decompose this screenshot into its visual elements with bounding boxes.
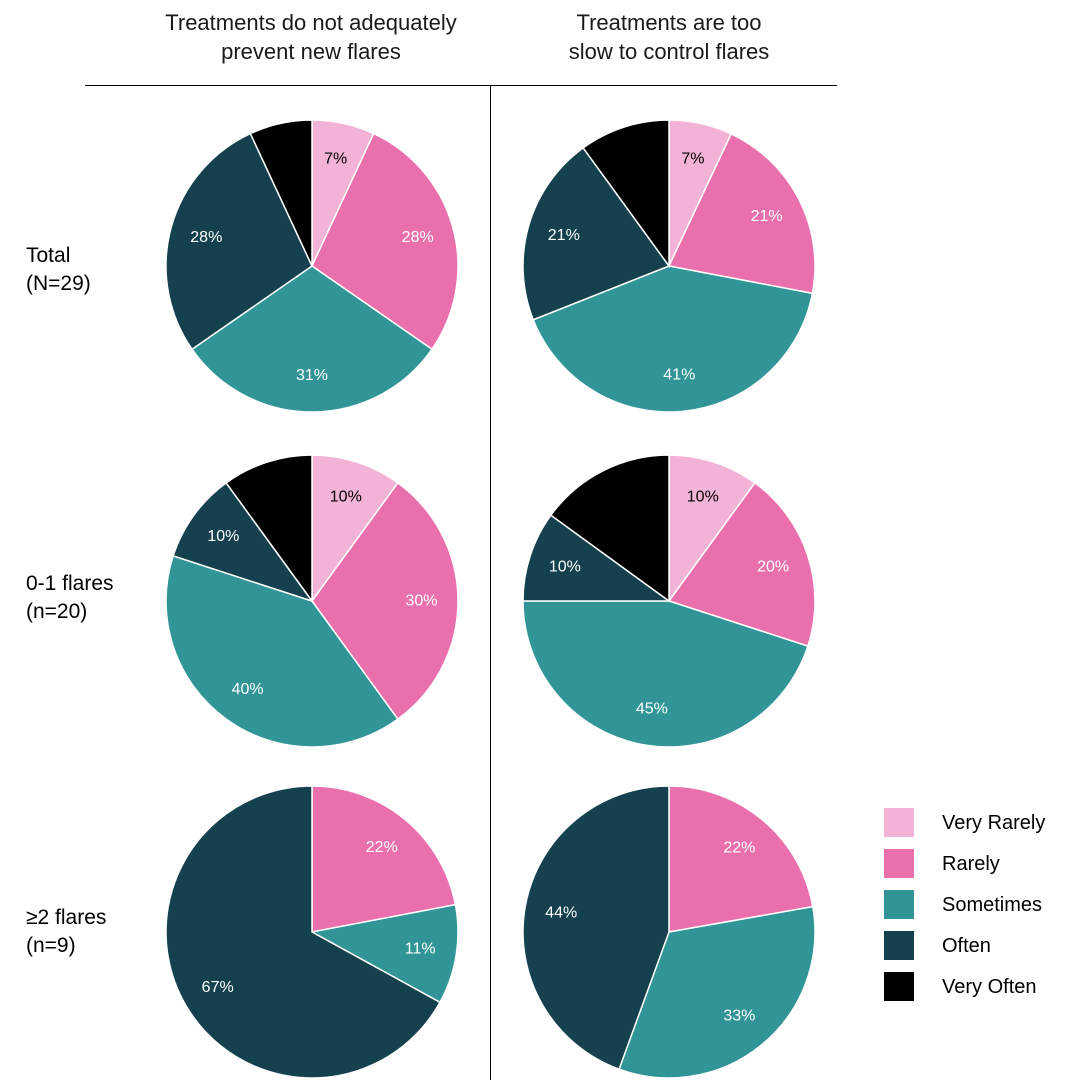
- legend-swatch: [884, 931, 914, 960]
- column-title-line: Treatments do not adequately: [165, 10, 457, 35]
- row-label-line: ≥2 flares: [26, 906, 107, 929]
- legend-swatch: [884, 972, 914, 1001]
- pie-slice-rarely: [311, 132, 459, 351]
- pie-slice-sometimes: [618, 905, 816, 1079]
- pie-2-1: 22% 33% 44%: [522, 785, 816, 1079]
- slice-label-often: 28%: [190, 229, 222, 246]
- pie-slice-often: [522, 146, 671, 321]
- legend-label: Very Rarely: [942, 812, 1046, 834]
- row-label-line: 0-1 flares: [26, 572, 114, 595]
- row-label-total: Total (N=29): [26, 242, 91, 298]
- slice-label-often: 67%: [202, 979, 234, 996]
- row-label-line: (n=9): [26, 934, 76, 957]
- pie-slice-rarely: [667, 481, 816, 648]
- row-label-line: Total: [26, 244, 71, 267]
- legend-swatch: [884, 849, 914, 878]
- pie-slice-rarely: [311, 481, 459, 721]
- legend-label: Often: [942, 935, 991, 957]
- column-title-line: slow to control flares: [568, 39, 770, 64]
- pie-slice-very-often: [582, 119, 670, 269]
- pie-slice-rarely: [667, 132, 816, 295]
- header-divider: [85, 85, 837, 86]
- pie-2-0: 22% 11% 67%: [165, 785, 459, 1079]
- column-title-line: prevent new flares: [221, 39, 401, 64]
- slice-label-often: 21%: [548, 227, 580, 244]
- slice-label-rarely: 28%: [402, 229, 434, 246]
- slice-label-sometimes: 31%: [296, 367, 328, 384]
- slice-label-very-often: 10%: [619, 153, 651, 170]
- slice-label-sometimes: 11%: [405, 941, 436, 958]
- slice-label-often: 10%: [207, 528, 239, 545]
- pie-slice-very-often: [549, 454, 670, 603]
- slice-label-very-rarely: 7%: [681, 151, 704, 168]
- row-label-line: (n=20): [26, 600, 88, 623]
- slice-label-very-often: 15%: [603, 495, 635, 512]
- pie-slice-very-often: [225, 454, 313, 604]
- slice-label-often: 10%: [549, 559, 581, 576]
- column-divider: [490, 86, 491, 1080]
- slice-label-rarely: 20%: [757, 559, 789, 576]
- legend-label: Rarely: [942, 853, 1000, 875]
- pie-slice-often: [522, 514, 672, 602]
- slice-label-often: 44%: [545, 905, 577, 922]
- pie-slice-sometimes: [309, 903, 459, 1004]
- pie-slice-rarely: [311, 785, 457, 933]
- pie-slice-often: [172, 481, 314, 603]
- pie-slice-often: [522, 785, 670, 1071]
- slice-label-sometimes: 33%: [723, 1007, 755, 1024]
- row-label-0-1-flares: 0-1 flares (n=20): [26, 570, 114, 626]
- pie-slice-sometimes: [165, 554, 399, 748]
- slice-label-very-rarely: 10%: [330, 488, 362, 505]
- pie-slice-often: [165, 132, 313, 351]
- slice-label-very-often: 10%: [262, 488, 294, 505]
- pie-slice-sometimes: [522, 600, 809, 748]
- pie-1-1: 10% 20% 45% 10% 15%: [522, 454, 816, 748]
- pie-slice-very-rarely: [311, 454, 399, 604]
- slice-label-rarely: 22%: [366, 839, 398, 856]
- pie-slice-rarely: [668, 785, 814, 933]
- legend-swatch: [884, 890, 914, 919]
- pie-slice-sometimes: [190, 265, 434, 413]
- pie-0-0: 7% 28% 31% 28% 7%: [165, 119, 459, 413]
- slice-label-very-rarely: 7%: [324, 151, 347, 168]
- column-title-prevent: Treatments do not adequately prevent new…: [131, 8, 491, 66]
- legend-label: Sometimes: [942, 894, 1043, 916]
- pie-slice-very-often: [249, 119, 313, 267]
- slice-label-sometimes: 41%: [663, 367, 695, 384]
- row-label-line: (N=29): [26, 272, 91, 295]
- slice-label-very-often: 7%: [277, 151, 300, 168]
- slice-label-rarely: 30%: [405, 593, 437, 610]
- column-title-slow: Treatments are too slow to control flare…: [489, 8, 849, 66]
- slice-label-rarely: 21%: [751, 208, 783, 225]
- slice-label-sometimes: 45%: [636, 701, 668, 718]
- pie-1-0: 10% 30% 40% 10% 10%: [165, 454, 459, 748]
- pie-slice-sometimes: [532, 265, 814, 413]
- slice-label-sometimes: 40%: [232, 681, 264, 698]
- slice-label-rarely: 22%: [723, 840, 755, 857]
- pie-0-1: 7% 21% 41% 21% 10%: [522, 119, 816, 413]
- slice-label-very-rarely: 10%: [687, 488, 719, 505]
- pie-slice-often: [165, 785, 441, 1079]
- pie-slice-very-rarely: [668, 454, 756, 604]
- row-label-2plus-flares: ≥2 flares (n=9): [26, 904, 106, 960]
- column-title-line: Treatments are too: [576, 10, 762, 35]
- legend-label: Very Often: [942, 976, 1037, 998]
- legend-swatch: [884, 808, 914, 837]
